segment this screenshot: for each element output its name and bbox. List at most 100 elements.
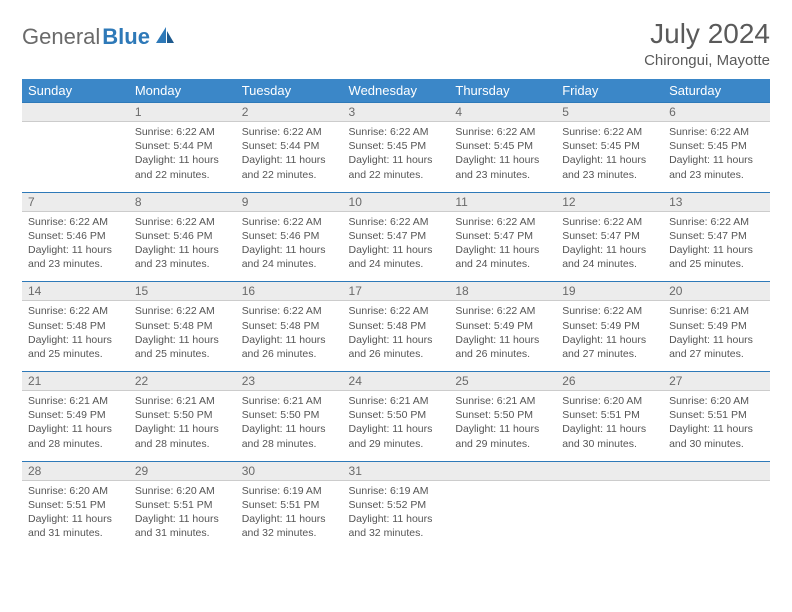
daylight-text: Daylight: 11 hours [242, 153, 337, 167]
daylight-text: and 26 minutes. [349, 347, 444, 361]
daylight-text: and 23 minutes. [455, 168, 550, 182]
sunrise-text: Sunrise: 6:22 AM [242, 125, 337, 139]
daylight-text: Daylight: 11 hours [242, 243, 337, 257]
day-number: 28 [22, 461, 129, 480]
daylight-text: Daylight: 11 hours [135, 153, 230, 167]
day-cell [22, 122, 129, 193]
day-cell: Sunrise: 6:22 AMSunset: 5:46 PMDaylight:… [22, 211, 129, 282]
sunset-text: Sunset: 5:51 PM [135, 498, 230, 512]
day-cell [556, 480, 663, 550]
sunrise-text: Sunrise: 6:21 AM [669, 304, 764, 318]
sunset-text: Sunset: 5:44 PM [242, 139, 337, 153]
daylight-text: and 25 minutes. [669, 257, 764, 271]
daylight-text: Daylight: 11 hours [28, 422, 123, 436]
logo-text-general: General [22, 24, 100, 50]
day-number: 19 [556, 282, 663, 301]
day-number: 26 [556, 372, 663, 391]
day-cell: Sunrise: 6:22 AMSunset: 5:44 PMDaylight:… [236, 122, 343, 193]
day-cell: Sunrise: 6:20 AMSunset: 5:51 PMDaylight:… [556, 391, 663, 462]
daylight-text: Daylight: 11 hours [135, 243, 230, 257]
sunset-text: Sunset: 5:46 PM [135, 229, 230, 243]
sunset-text: Sunset: 5:47 PM [349, 229, 444, 243]
logo-sail-icon [154, 25, 176, 50]
title-block: July 2024 Chirongui, Mayotte [644, 18, 770, 69]
day-number: 1 [129, 103, 236, 122]
daylight-text: Daylight: 11 hours [135, 333, 230, 347]
daylight-text: Daylight: 11 hours [349, 243, 444, 257]
sunrise-text: Sunrise: 6:22 AM [455, 304, 550, 318]
content-row: Sunrise: 6:22 AMSunset: 5:48 PMDaylight:… [22, 301, 770, 372]
sunset-text: Sunset: 5:48 PM [349, 319, 444, 333]
sunrise-text: Sunrise: 6:21 AM [28, 394, 123, 408]
sunset-text: Sunset: 5:49 PM [669, 319, 764, 333]
sunset-text: Sunset: 5:48 PM [28, 319, 123, 333]
day-cell: Sunrise: 6:22 AMSunset: 5:47 PMDaylight:… [663, 211, 770, 282]
day-cell: Sunrise: 6:21 AMSunset: 5:49 PMDaylight:… [663, 301, 770, 372]
month-title: July 2024 [644, 18, 770, 50]
day-number: 18 [449, 282, 556, 301]
sunrise-text: Sunrise: 6:22 AM [135, 215, 230, 229]
logo: General Blue [22, 24, 176, 50]
day-cell [663, 480, 770, 550]
day-number: 5 [556, 103, 663, 122]
daylight-text: Daylight: 11 hours [135, 512, 230, 526]
sunset-text: Sunset: 5:49 PM [562, 319, 657, 333]
day-number: 2 [236, 103, 343, 122]
day-number [22, 103, 129, 122]
sunset-text: Sunset: 5:51 PM [562, 408, 657, 422]
daylight-text: Daylight: 11 hours [669, 422, 764, 436]
day-number: 25 [449, 372, 556, 391]
day-cell: Sunrise: 6:22 AMSunset: 5:47 PMDaylight:… [556, 211, 663, 282]
daylight-text: Daylight: 11 hours [349, 512, 444, 526]
day-cell: Sunrise: 6:22 AMSunset: 5:45 PMDaylight:… [663, 122, 770, 193]
day-cell: Sunrise: 6:22 AMSunset: 5:48 PMDaylight:… [22, 301, 129, 372]
day-cell: Sunrise: 6:22 AMSunset: 5:47 PMDaylight:… [449, 211, 556, 282]
content-row: Sunrise: 6:22 AMSunset: 5:44 PMDaylight:… [22, 122, 770, 193]
sunset-text: Sunset: 5:45 PM [349, 139, 444, 153]
sunset-text: Sunset: 5:50 PM [135, 408, 230, 422]
daylight-text: Daylight: 11 hours [135, 422, 230, 436]
dow-header: Tuesday [236, 79, 343, 103]
day-cell: Sunrise: 6:19 AMSunset: 5:51 PMDaylight:… [236, 480, 343, 550]
calendar: SundayMondayTuesdayWednesdayThursdayFrid… [22, 79, 770, 550]
daylight-text: and 24 minutes. [455, 257, 550, 271]
daylight-text: and 23 minutes. [562, 168, 657, 182]
day-number: 31 [343, 461, 450, 480]
daylight-text: and 32 minutes. [242, 526, 337, 540]
logo-text-blue: Blue [102, 24, 150, 50]
day-number: 11 [449, 192, 556, 211]
day-number: 27 [663, 372, 770, 391]
sunrise-text: Sunrise: 6:20 AM [28, 484, 123, 498]
daylight-text: and 29 minutes. [455, 437, 550, 451]
daynum-row: 123456 [22, 103, 770, 122]
day-number: 16 [236, 282, 343, 301]
daylight-text: and 28 minutes. [28, 437, 123, 451]
day-cell: Sunrise: 6:22 AMSunset: 5:45 PMDaylight:… [449, 122, 556, 193]
sunset-text: Sunset: 5:47 PM [562, 229, 657, 243]
day-number: 17 [343, 282, 450, 301]
daylight-text: Daylight: 11 hours [242, 512, 337, 526]
sunset-text: Sunset: 5:51 PM [28, 498, 123, 512]
daylight-text: Daylight: 11 hours [562, 422, 657, 436]
sunrise-text: Sunrise: 6:20 AM [562, 394, 657, 408]
sunset-text: Sunset: 5:45 PM [562, 139, 657, 153]
daylight-text: Daylight: 11 hours [455, 333, 550, 347]
daylight-text: Daylight: 11 hours [669, 243, 764, 257]
day-number: 14 [22, 282, 129, 301]
daylight-text: Daylight: 11 hours [455, 153, 550, 167]
sunset-text: Sunset: 5:46 PM [28, 229, 123, 243]
daynum-row: 21222324252627 [22, 372, 770, 391]
sunrise-text: Sunrise: 6:22 AM [349, 304, 444, 318]
day-cell: Sunrise: 6:21 AMSunset: 5:50 PMDaylight:… [449, 391, 556, 462]
daylight-text: Daylight: 11 hours [242, 333, 337, 347]
day-cell: Sunrise: 6:22 AMSunset: 5:48 PMDaylight:… [343, 301, 450, 372]
sunrise-text: Sunrise: 6:19 AM [242, 484, 337, 498]
content-row: Sunrise: 6:20 AMSunset: 5:51 PMDaylight:… [22, 480, 770, 550]
daylight-text: and 30 minutes. [669, 437, 764, 451]
sunrise-text: Sunrise: 6:22 AM [455, 215, 550, 229]
dow-header: Friday [556, 79, 663, 103]
daylight-text: Daylight: 11 hours [562, 243, 657, 257]
sunset-text: Sunset: 5:50 PM [349, 408, 444, 422]
daylight-text: and 23 minutes. [135, 257, 230, 271]
sunset-text: Sunset: 5:47 PM [669, 229, 764, 243]
